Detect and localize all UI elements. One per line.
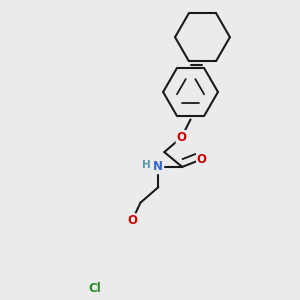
Text: N: N — [153, 160, 163, 173]
Text: O: O — [127, 214, 137, 227]
Text: Cl: Cl — [89, 282, 101, 295]
Text: H: H — [142, 160, 151, 170]
Text: O: O — [197, 153, 207, 166]
Text: O: O — [176, 131, 187, 144]
